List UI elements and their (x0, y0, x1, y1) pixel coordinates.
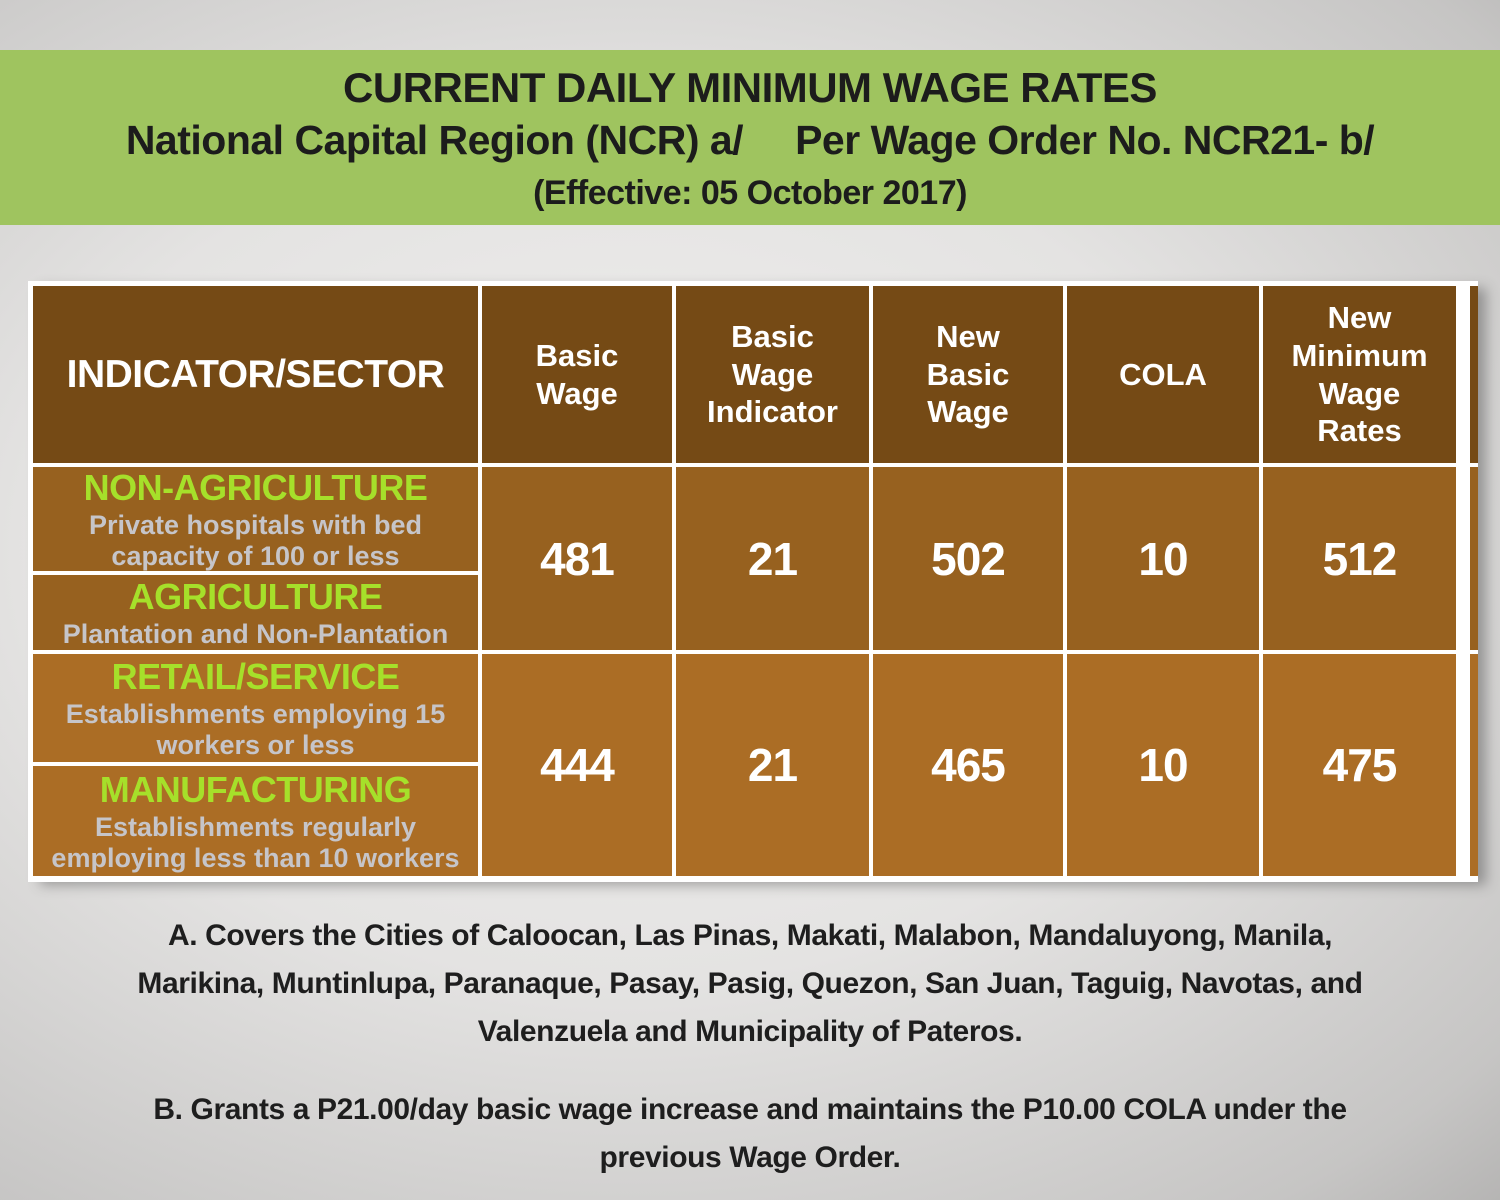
sector-cell-retail-service: RETAIL/SERVICE Establishments employing … (33, 654, 478, 762)
value-new-basic-wage-group1: 502 (873, 467, 1063, 650)
header-basic-wage: Basic Wage (482, 286, 672, 463)
sector-cell-manufacturing: MANUFACTURING Establishments regularly e… (33, 766, 478, 876)
sector-detail: Private hospitals with bed capacity of 1… (88, 510, 423, 571)
header-new-basic-wage: New Basic Wage (873, 286, 1063, 463)
header-cola: COLA (1067, 286, 1259, 463)
wage-table: INDICATOR/SECTOR Basic Wage Basic Wage I… (28, 281, 1478, 882)
subtitle-row: National Capital Region (NCR) a/ Per Wag… (0, 117, 1500, 164)
sector-cell-non-agriculture: NON-AGRICULTURE Private hospitals with b… (33, 467, 478, 571)
sector-detail: Establishments employing 15 workers or l… (65, 699, 446, 760)
sector-detail: Plantation and Non-Plantation (62, 618, 449, 649)
sliver-header-segment (1470, 286, 1478, 463)
sector-name: AGRICULTURE (128, 575, 383, 617)
region-subtitle: National Capital Region (NCR) a/ (125, 117, 744, 164)
footnote-b: B. Grants a P21.00/day basic wage increa… (153, 1093, 1347, 1174)
sector-detail: Establishments regularly employing less … (51, 812, 460, 873)
value-new-minimum-wage-group2: 475 (1263, 654, 1456, 876)
header-new-minimum-wage-rates: New Minimum Wage Rates (1263, 286, 1456, 463)
value-cola-group1: 10 (1067, 467, 1259, 650)
sector-name: RETAIL/SERVICE (111, 655, 400, 697)
wage-table-grid: INDICATOR/SECTOR Basic Wage Basic Wage I… (33, 286, 1456, 876)
value-new-minimum-wage-group1: 512 (1263, 467, 1456, 650)
value-basic-wage-group1: 481 (482, 467, 672, 650)
value-basic-wage-indicator-group1: 21 (676, 467, 869, 650)
sector-name: MANUFACTURING (99, 768, 412, 810)
value-basic-wage-indicator-group2: 21 (676, 654, 869, 876)
sliver-group1-segment (1470, 467, 1478, 650)
table-edge-sliver (1470, 286, 1478, 876)
value-basic-wage-group2: 444 (482, 654, 672, 876)
footnote-a: A. Covers the Cities of Caloocan, Las Pi… (137, 919, 1363, 1048)
title-banner: CURRENT DAILY MINIMUM WAGE RATES Nationa… (0, 50, 1500, 225)
sector-name: NON-AGRICULTURE (83, 466, 428, 508)
header-indicator-sector: INDICATOR/SECTOR (33, 286, 478, 463)
main-title: CURRENT DAILY MINIMUM WAGE RATES (343, 64, 1157, 111)
value-cola-group2: 10 (1067, 654, 1259, 876)
wage-order-subtitle: Per Wage Order No. NCR21- b/ (795, 117, 1375, 164)
effective-date: (Effective: 05 October 2017) (533, 173, 967, 212)
header-basic-wage-indicator: Basic Wage Indicator (676, 286, 869, 463)
sliver-group2-segment (1470, 654, 1478, 876)
sector-cell-agriculture: AGRICULTURE Plantation and Non-Plantatio… (33, 575, 478, 650)
value-new-basic-wage-group2: 465 (873, 654, 1063, 876)
